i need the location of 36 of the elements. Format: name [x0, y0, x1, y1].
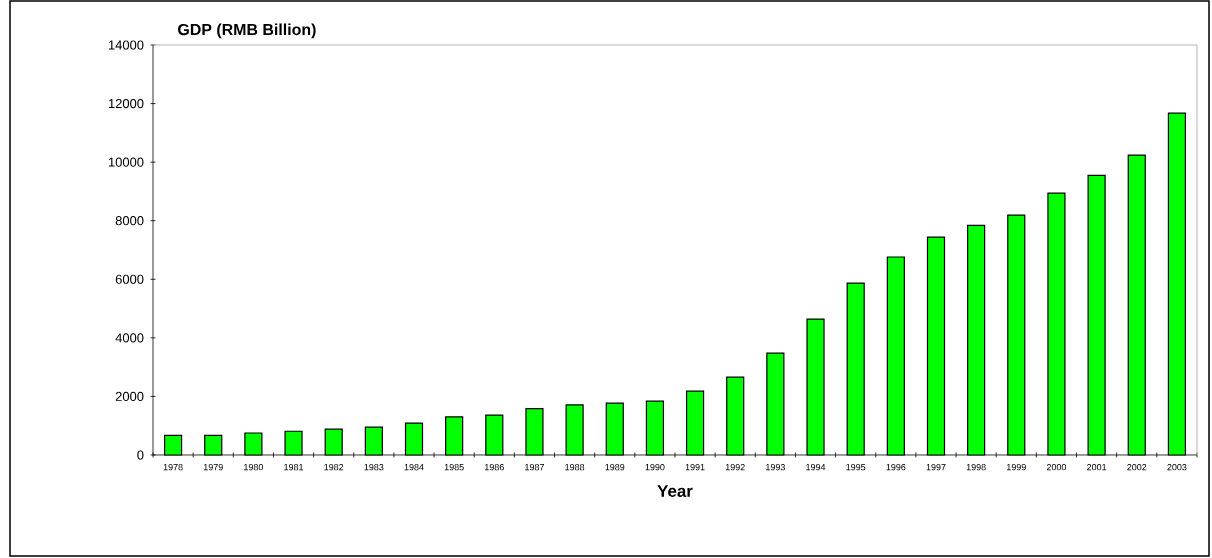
chart-title: GDP (RMB Billion)	[178, 23, 316, 39]
x-tick-label: 1997	[926, 464, 946, 471]
x-tick-label: 2002	[1127, 464, 1147, 471]
x-tick-label: 2003	[1167, 464, 1187, 471]
y-tick-label: 0	[137, 450, 144, 460]
x-tick-label: 1999	[1007, 464, 1026, 471]
x-tick-label: 1988	[565, 464, 585, 471]
x-tick-label: 1979	[203, 464, 223, 471]
x-tick-label: 1980	[244, 464, 264, 471]
y-tick-label: 10000	[108, 157, 144, 167]
x-tick-label: 1982	[324, 464, 344, 471]
x-tick-label: 1991	[685, 464, 705, 471]
x-tick-label: 1993	[766, 464, 785, 471]
x-tick-label: 2000	[1046, 464, 1067, 471]
x-tick-label: 1981	[284, 464, 304, 471]
y-tick-label: 12000	[108, 98, 144, 109]
x-tick-label: 1994	[806, 464, 826, 471]
x-tick-label: 1985	[444, 464, 464, 471]
y-tick-label: 4000	[115, 333, 144, 343]
x-tick-label: 1996	[886, 464, 906, 471]
y-tick-label: 2000	[115, 391, 144, 401]
x-tick-label: 2001	[1087, 464, 1107, 471]
x-axis-title: Year	[657, 485, 693, 498]
x-tick-label: 1986	[485, 464, 504, 471]
x-tick-label: 1992	[725, 464, 745, 471]
x-tick-label: 1984	[404, 464, 424, 471]
y-tick-label: 14000	[108, 40, 144, 50]
y-tick-label: 6000	[115, 274, 144, 284]
x-tick-label: 1989	[605, 464, 625, 471]
y-tick-label: 8000	[115, 216, 144, 226]
x-tick-label: 1995	[846, 464, 866, 471]
x-tick-label: 1987	[525, 464, 544, 471]
x-tick-label: 1983	[364, 464, 384, 471]
x-tick-label: 1998	[966, 464, 986, 471]
x-tick-label: 1990	[645, 464, 665, 471]
x-tick-label: 1978	[163, 464, 183, 471]
